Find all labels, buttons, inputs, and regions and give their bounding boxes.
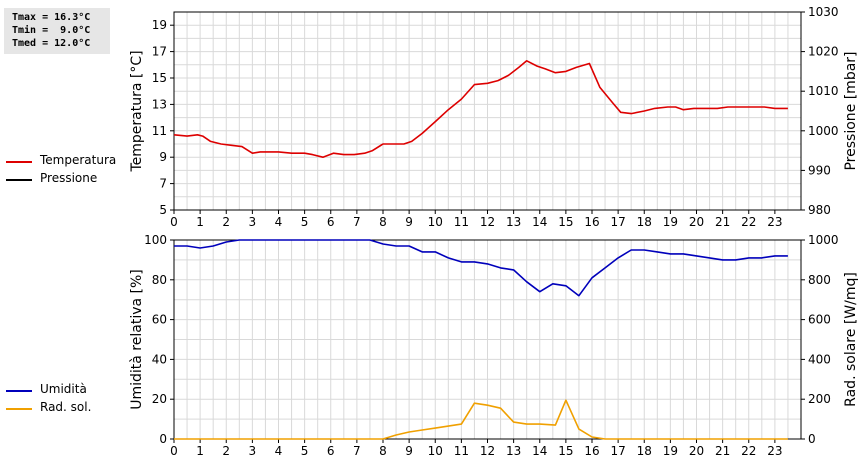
y2-tick-label: 1000 (808, 124, 839, 138)
y2-tick-label: 1020 (808, 45, 839, 59)
x-tick-label: 23 (767, 215, 782, 229)
legend-label: Umidità (40, 382, 87, 396)
x-tick-label: 16 (584, 444, 599, 458)
y-tick-label: 5 (159, 203, 167, 217)
stat-tmed: Tmed = 12.0°C (12, 38, 91, 49)
y2-tick-label: 200 (808, 392, 831, 406)
x-tick-label: 2 (222, 215, 230, 229)
x-tick-label: 23 (767, 444, 782, 458)
stat-tmax: Tmax = 16.3°C (12, 12, 91, 23)
series-line-rad-sol- (174, 399, 788, 440)
y2-tick-label: 1030 (808, 5, 839, 19)
x-tick-label: 12 (480, 215, 495, 229)
x-tick-label: 10 (428, 444, 443, 458)
x-tick-label: 14 (532, 215, 547, 229)
x-tick-label: 19 (663, 444, 678, 458)
x-tick-label: 2 (222, 444, 230, 458)
y2-tick-label: 1000 (808, 233, 839, 247)
x-tick-label: 21 (715, 444, 730, 458)
x-tick-label: 3 (249, 444, 257, 458)
stat-tmin: Tmin = 9.0°C (12, 25, 91, 36)
x-tick-label: 5 (301, 215, 309, 229)
x-tick-label: 18 (637, 444, 652, 458)
x-tick-label: 3 (249, 215, 257, 229)
x-tick-label: 7 (353, 444, 361, 458)
x-tick-label: 22 (741, 215, 756, 229)
x-tick-label: 20 (689, 444, 704, 458)
x-tick-label: 11 (454, 444, 469, 458)
y-tick-label: 0 (159, 432, 167, 446)
x-tick-label: 15 (558, 444, 573, 458)
y-tick-label: 20 (152, 392, 167, 406)
y2-tick-label: 0 (808, 432, 816, 446)
x-tick-label: 17 (610, 444, 625, 458)
x-tick-label: 11 (454, 215, 469, 229)
x-tick-label: 9 (405, 444, 413, 458)
y2-tick-label: 990 (808, 163, 831, 177)
chart-2: 0 1 2 3 4 5 6 7 8 9 10 11 12 13 14 15 16 17 18 19 20 21 22 2302… (129, 233, 859, 458)
x-tick-label: 6 (327, 215, 335, 229)
x-tick-label: 5 (301, 444, 309, 458)
y-tick-label: 7 (159, 177, 167, 191)
x-tick-label: 1 (196, 444, 204, 458)
y-tick-label: 80 (152, 273, 167, 287)
x-tick-label: 19 (663, 215, 678, 229)
series-line-umidit- (174, 239, 788, 297)
x-tick-label: 20 (689, 215, 704, 229)
x-tick-label: 16 (584, 215, 599, 229)
y-tick-label: 15 (152, 71, 167, 85)
y2-tick-label: 1010 (808, 84, 839, 98)
y-tick-label: 17 (152, 45, 167, 59)
x-tick-label: 12 (480, 444, 495, 458)
y-tick-label: 13 (152, 97, 167, 111)
x-tick-label: 22 (741, 444, 756, 458)
y2-tick-label: 400 (808, 352, 831, 366)
x-tick-label: 18 (637, 215, 652, 229)
legend-label: Temperatura (40, 153, 117, 167)
x-tick-label: 4 (275, 215, 283, 229)
x-tick-label: 0 (170, 215, 178, 229)
x-tick-label: 0 (170, 444, 178, 458)
legend-swatch (6, 408, 32, 410)
x-tick-label: 10 (428, 215, 443, 229)
y-axis-title: Temperatura [°C] (129, 50, 145, 172)
x-tick-label: 13 (506, 444, 521, 458)
y2-axis-title: Rad. solare [W/mq] (843, 272, 859, 407)
stats-box: Tmax = 16.3°C Tmin = 9.0°C Tmed = 12.0°C (4, 8, 110, 54)
legend-swatch (6, 390, 32, 392)
y-tick-label: 100 (144, 233, 167, 247)
x-tick-label: 4 (275, 444, 283, 458)
chart-1: 0 1 2 3 4 5 6 7 8 9 10 11 12 13 14 15 16 17 18 19 20 21 22 2357… (129, 5, 859, 229)
y-axis-title: Umidità relativa [%] (129, 269, 145, 410)
x-tick-label: 13 (506, 215, 521, 229)
x-tick-label: 8 (379, 215, 387, 229)
y-tick-label: 40 (152, 352, 167, 366)
y-tick-label: 9 (159, 150, 167, 164)
x-tick-label: 17 (610, 215, 625, 229)
y2-axis-title: Pressione [mbar] (843, 51, 859, 170)
x-tick-label: 1 (196, 215, 204, 229)
y2-tick-label: 600 (808, 313, 831, 327)
x-tick-label: 9 (405, 215, 413, 229)
x-tick-label: 14 (532, 444, 547, 458)
y-tick-label: 19 (152, 18, 167, 32)
x-tick-label: 7 (353, 215, 361, 229)
legend-label: Pressione (40, 171, 98, 185)
y-tick-label: 60 (152, 313, 167, 327)
x-tick-label: 6 (327, 444, 335, 458)
legend-label: Rad. sol. (40, 400, 92, 414)
series-line-temperatura (173, 59, 788, 158)
x-tick-label: 8 (379, 444, 387, 458)
x-tick-label: 21 (715, 215, 730, 229)
x-tick-label: 15 (558, 215, 573, 229)
y-tick-label: 11 (152, 124, 167, 138)
y2-tick-label: 800 (808, 273, 831, 287)
legend-swatch (6, 179, 32, 181)
y2-tick-label: 980 (808, 203, 831, 217)
legend-swatch (6, 161, 32, 163)
